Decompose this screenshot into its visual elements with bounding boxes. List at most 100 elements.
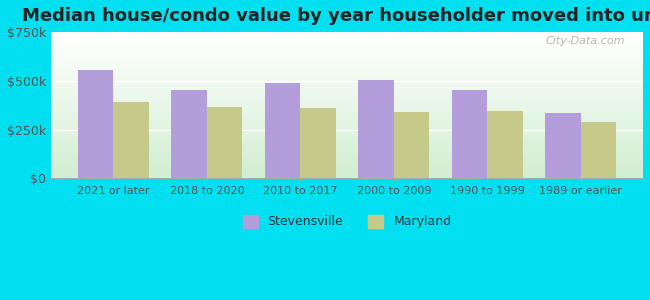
Bar [580, 122, 616, 178]
Bar [51, 60, 643, 61]
Bar [51, 155, 643, 156]
Bar [265, 83, 300, 178]
Bar [300, 108, 336, 178]
Bar [51, 94, 643, 95]
Bar [51, 76, 643, 77]
Bar [51, 42, 643, 44]
Bar [452, 90, 488, 178]
Legend: Stevensville, Maryland: Stevensville, Maryland [238, 210, 456, 233]
Bar [51, 129, 643, 130]
Bar [51, 96, 643, 98]
Bar [51, 145, 643, 146]
Bar [51, 126, 643, 127]
Bar [51, 64, 643, 66]
Bar [51, 92, 643, 94]
Bar [51, 80, 643, 82]
Bar [51, 51, 643, 52]
Bar [265, 83, 300, 178]
Text: City-Data.com: City-Data.com [546, 36, 625, 46]
Bar [51, 158, 643, 159]
Bar [51, 86, 643, 88]
Bar [51, 95, 643, 96]
Bar [580, 122, 616, 178]
Bar [51, 71, 643, 73]
Bar [51, 79, 643, 80]
Bar [51, 89, 643, 91]
Bar [51, 67, 643, 69]
Bar [114, 102, 149, 178]
Bar [51, 116, 643, 117]
Bar [51, 52, 643, 54]
Bar [51, 101, 643, 102]
Bar [300, 108, 336, 178]
Bar [51, 171, 643, 172]
Bar [51, 88, 643, 89]
Bar [51, 168, 643, 170]
Bar [51, 117, 643, 118]
Bar [394, 112, 429, 178]
Bar [51, 136, 643, 137]
Bar [51, 111, 643, 112]
Bar [51, 102, 643, 104]
Bar [78, 70, 114, 178]
Bar [51, 124, 643, 126]
Bar [545, 113, 580, 178]
Bar [488, 111, 523, 178]
Bar [51, 104, 643, 105]
Bar [51, 156, 643, 158]
Bar [51, 34, 643, 35]
Bar [51, 110, 643, 111]
Bar [207, 107, 242, 178]
Bar [51, 165, 643, 166]
Bar [51, 133, 643, 134]
Bar [51, 118, 643, 120]
Bar [51, 56, 643, 57]
Bar [114, 102, 149, 178]
Bar [51, 169, 643, 171]
Bar [51, 134, 643, 136]
Bar [51, 140, 643, 142]
Bar [51, 177, 643, 178]
Bar [51, 44, 643, 45]
Bar [51, 174, 643, 176]
Bar [51, 77, 643, 79]
Bar [51, 114, 643, 116]
Bar [51, 85, 643, 86]
Bar [51, 50, 643, 51]
Bar [51, 167, 643, 168]
Bar [51, 99, 643, 101]
Bar [51, 112, 643, 114]
Bar [51, 127, 643, 129]
Bar [78, 70, 114, 178]
Bar [358, 80, 394, 178]
Bar [51, 131, 643, 133]
Bar [51, 106, 643, 108]
Bar [51, 32, 643, 34]
Bar [452, 90, 488, 178]
Bar [51, 137, 643, 139]
Bar [51, 121, 643, 123]
Bar [51, 162, 643, 164]
Bar [358, 80, 394, 178]
Bar [51, 41, 643, 42]
Title: Median house/condo value by year householder moved into unit: Median house/condo value by year househo… [22, 7, 650, 25]
Bar [51, 48, 643, 50]
Bar [51, 153, 643, 155]
Bar [394, 112, 429, 178]
Bar [207, 107, 242, 178]
Bar [51, 63, 643, 64]
Bar [51, 176, 643, 177]
Bar [51, 91, 643, 92]
Bar [51, 143, 643, 145]
Bar [51, 70, 643, 71]
Bar [51, 151, 643, 152]
Bar [51, 159, 643, 161]
Bar [51, 123, 643, 124]
Bar [51, 45, 643, 47]
Bar [51, 66, 643, 67]
Bar [51, 82, 643, 83]
Bar [488, 111, 523, 178]
Bar [51, 120, 643, 121]
Bar [51, 130, 643, 131]
Bar [51, 108, 643, 110]
